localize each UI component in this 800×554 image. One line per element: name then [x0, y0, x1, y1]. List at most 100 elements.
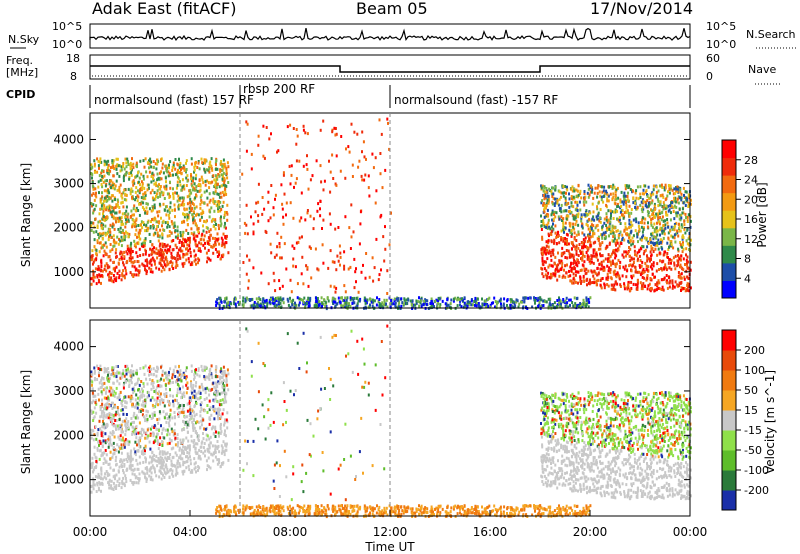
- data-cell: [137, 180, 140, 184]
- data-cell: [107, 170, 110, 174]
- data-cell: [347, 267, 350, 271]
- data-cell: [146, 202, 149, 206]
- data-cell: [220, 430, 223, 434]
- data-cell: [305, 302, 308, 305]
- data-cell: [462, 305, 465, 309]
- data-cell: [611, 261, 614, 265]
- data-cell: [590, 227, 593, 230]
- data-cell: [638, 250, 641, 254]
- data-cell: [115, 211, 118, 215]
- data-cell: [152, 226, 155, 230]
- data-cell: [570, 262, 572, 266]
- data-cell: [577, 261, 580, 265]
- data-cell: [95, 399, 97, 403]
- data-cell: [189, 254, 192, 258]
- data-cell: [278, 297, 280, 301]
- data-cell: [107, 208, 110, 212]
- data-cell: [612, 195, 615, 199]
- data-cell: [338, 244, 341, 248]
- data-cell: [608, 259, 611, 263]
- data-cell: [154, 181, 157, 185]
- data-cell: [644, 190, 647, 194]
- data-cell: [137, 209, 140, 212]
- data-cell: [650, 232, 653, 236]
- data-cell: [316, 209, 319, 213]
- data-cell: [225, 297, 228, 301]
- data-cell: [569, 211, 572, 215]
- data-cell: [252, 266, 255, 270]
- data-cell: [570, 234, 573, 238]
- data-cell: [209, 164, 212, 168]
- data-cell: [614, 198, 617, 202]
- data-cell: [677, 263, 679, 267]
- data-cell: [555, 201, 557, 205]
- data-cell: [276, 150, 278, 154]
- data-cell: [278, 279, 281, 283]
- data-cell: [202, 451, 205, 455]
- data-cell: [569, 265, 572, 269]
- data-cell: [517, 305, 520, 309]
- data-cell: [583, 267, 586, 271]
- data-cell: [569, 209, 571, 213]
- data-cell: [376, 296, 378, 300]
- nsky-line: [89, 27, 691, 42]
- data-cell: [564, 242, 567, 246]
- data-cell: [565, 271, 568, 275]
- data-cell: [217, 209, 220, 213]
- data-cell: [131, 264, 134, 268]
- data-cell: [248, 258, 251, 262]
- data-cell: [157, 249, 160, 253]
- data-cell: [609, 220, 612, 224]
- data-cell: [213, 243, 216, 247]
- data-cell: [581, 226, 584, 230]
- data-cell: [166, 442, 169, 446]
- data-cell: [566, 301, 569, 305]
- data-cell: [155, 266, 158, 270]
- data-cell: [562, 239, 565, 243]
- data-cell: [144, 419, 147, 423]
- data-cell: [650, 286, 653, 290]
- data-cell: [159, 411, 162, 415]
- data-cell: [252, 222, 255, 226]
- data-cell: [679, 190, 682, 194]
- data-cell: [147, 183, 150, 187]
- data-cell: [352, 298, 355, 302]
- data-cell: [135, 196, 138, 199]
- data-cell: [624, 222, 627, 226]
- data-cell: [103, 199, 105, 203]
- data-cell: [660, 211, 663, 215]
- data-cell: [180, 188, 183, 192]
- data-cell: [600, 198, 603, 202]
- data-cell: [689, 286, 692, 290]
- data-cell: [212, 407, 215, 411]
- data-cell: [160, 464, 163, 467]
- data-cell: [362, 140, 365, 144]
- data-cell: [91, 257, 94, 261]
- data-cell: [552, 253, 555, 257]
- data-cell: [647, 221, 649, 225]
- data-cell: [141, 433, 144, 437]
- data-cell: [185, 228, 188, 232]
- data-cell: [606, 199, 609, 203]
- data-cell: [595, 252, 598, 256]
- data-cell: [185, 258, 188, 262]
- data-cell: [307, 187, 310, 191]
- data-cell: [215, 163, 217, 167]
- data-cell: [315, 159, 318, 163]
- data-cell: [186, 174, 189, 178]
- data-cell: [181, 166, 184, 170]
- data-cell: [224, 191, 227, 195]
- data-cell: [282, 215, 285, 219]
- data-cell: [100, 226, 103, 230]
- data-cell: [636, 285, 639, 289]
- data-cell: [222, 408, 225, 412]
- data-cell: [192, 217, 195, 221]
- data-cell: [252, 232, 255, 236]
- data-cell: [650, 208, 652, 212]
- data-cell: [204, 158, 207, 162]
- data-cell: [157, 176, 160, 180]
- data-cell: [214, 392, 217, 396]
- data-cell: [542, 299, 545, 303]
- data-cell: [599, 254, 602, 258]
- data-cell: [592, 248, 595, 252]
